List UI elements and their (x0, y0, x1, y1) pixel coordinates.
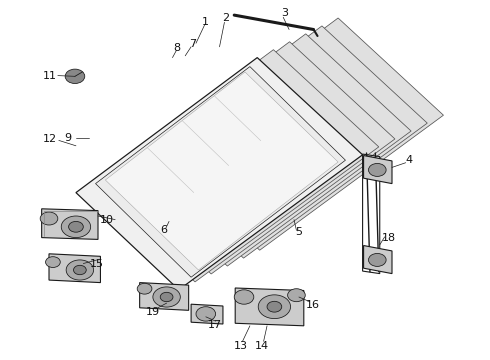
Polygon shape (157, 18, 443, 250)
Text: 5: 5 (295, 227, 302, 237)
Circle shape (196, 307, 216, 321)
Polygon shape (364, 246, 392, 274)
Text: 16: 16 (306, 300, 319, 310)
Text: 6: 6 (161, 225, 168, 235)
Polygon shape (140, 283, 189, 310)
Circle shape (61, 216, 91, 238)
Polygon shape (96, 67, 345, 277)
Text: 4: 4 (406, 155, 413, 165)
Text: 10: 10 (100, 215, 114, 225)
Circle shape (288, 289, 305, 302)
Text: 11: 11 (43, 71, 57, 81)
Text: 19: 19 (146, 307, 160, 318)
Polygon shape (108, 42, 395, 274)
Polygon shape (364, 156, 392, 184)
Circle shape (66, 260, 94, 280)
Text: 13: 13 (234, 341, 248, 351)
Circle shape (40, 212, 58, 225)
Polygon shape (141, 26, 427, 258)
Circle shape (258, 295, 291, 319)
Polygon shape (42, 209, 98, 239)
Circle shape (69, 221, 83, 232)
Circle shape (368, 163, 386, 176)
Polygon shape (105, 72, 338, 270)
Text: 3: 3 (281, 8, 288, 18)
Circle shape (368, 253, 386, 266)
Text: 1: 1 (202, 17, 209, 27)
Circle shape (153, 287, 180, 307)
Circle shape (46, 257, 60, 267)
Polygon shape (92, 50, 379, 282)
Circle shape (160, 292, 173, 302)
Text: 7: 7 (189, 39, 196, 49)
Polygon shape (124, 34, 411, 266)
Circle shape (137, 283, 152, 294)
Circle shape (234, 290, 254, 304)
Polygon shape (191, 304, 223, 324)
Text: 17: 17 (208, 320, 221, 330)
Circle shape (267, 301, 282, 312)
Text: 14: 14 (255, 341, 269, 351)
Polygon shape (235, 288, 304, 326)
Polygon shape (76, 58, 363, 290)
Text: 18: 18 (382, 233, 395, 243)
Text: 15: 15 (90, 258, 104, 269)
Text: 9: 9 (64, 132, 71, 143)
Text: 12: 12 (43, 134, 57, 144)
Polygon shape (49, 254, 100, 283)
Text: 8: 8 (173, 42, 180, 53)
Circle shape (65, 69, 85, 84)
Text: 2: 2 (222, 13, 229, 23)
Circle shape (74, 265, 86, 275)
